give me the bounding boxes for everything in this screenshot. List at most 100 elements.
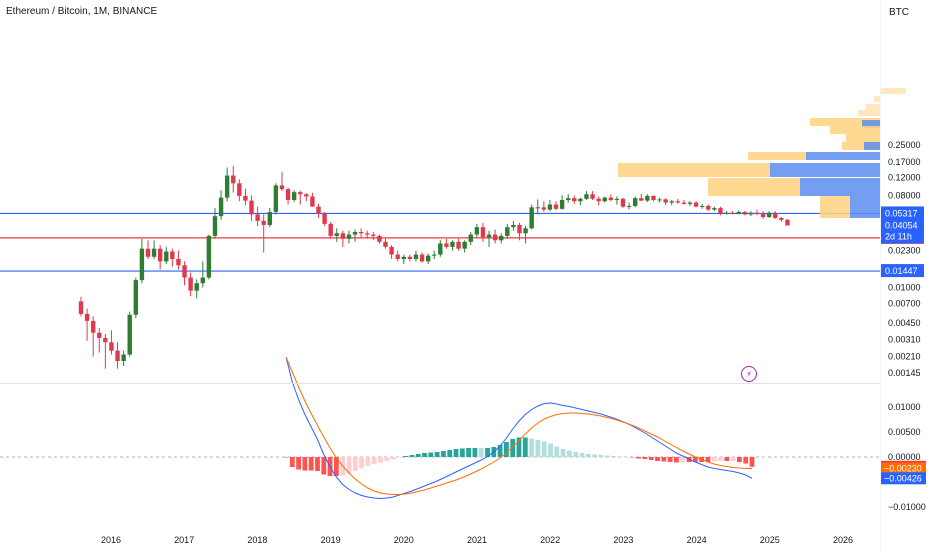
candle-body[interactable] (188, 277, 193, 291)
candle-body[interactable] (620, 198, 626, 207)
candle-body[interactable] (432, 254, 437, 256)
candle-body[interactable] (218, 197, 224, 217)
candle-body[interactable] (645, 195, 650, 201)
candle-body[interactable] (419, 254, 425, 262)
candle-body[interactable] (285, 189, 291, 201)
candle-body[interactable] (693, 202, 699, 207)
candle-body[interactable] (121, 354, 126, 362)
candle-body[interactable] (206, 235, 212, 278)
candle-body[interactable] (377, 235, 382, 242)
candle-body[interactable] (255, 214, 260, 221)
candle-body[interactable] (444, 243, 449, 247)
candle-body[interactable] (559, 200, 565, 209)
candle-body[interactable] (291, 192, 297, 201)
candle-body[interactable] (736, 211, 741, 214)
candle-body[interactable] (109, 342, 114, 351)
candle-body[interactable] (657, 199, 662, 201)
candle-body[interactable] (748, 212, 754, 215)
candle-body[interactable] (383, 241, 388, 247)
candle-body[interactable] (632, 198, 638, 206)
candle-body[interactable] (413, 254, 419, 260)
candle-body[interactable] (224, 175, 230, 198)
candle-body[interactable] (261, 220, 266, 225)
candle-body[interactable] (724, 212, 729, 214)
candle-body[interactable] (663, 199, 668, 203)
candle-body[interactable] (127, 314, 132, 355)
candle-body[interactable] (450, 241, 455, 247)
candle-body[interactable] (157, 248, 163, 262)
candle-body[interactable] (316, 206, 321, 214)
candle-body[interactable] (328, 223, 333, 236)
candle-body[interactable] (133, 280, 139, 315)
candle-body[interactable] (706, 205, 711, 210)
candle-body[interactable] (584, 194, 589, 199)
candle-body[interactable] (151, 248, 157, 257)
candle-body[interactable] (718, 208, 723, 214)
candle-body[interactable] (687, 202, 693, 204)
candle-body[interactable] (401, 256, 406, 260)
candle-body[interactable] (712, 208, 717, 210)
candle-body[interactable] (785, 219, 790, 226)
candle-body[interactable] (84, 313, 90, 321)
candle-body[interactable] (553, 204, 559, 209)
candle-body[interactable] (669, 201, 674, 203)
candle-body[interactable] (468, 234, 473, 242)
candle-body[interactable] (511, 224, 516, 228)
candle-body[interactable] (103, 337, 108, 343)
candle-body[interactable] (541, 207, 547, 210)
candle-body[interactable] (547, 204, 553, 210)
candle-body[interactable] (517, 224, 522, 234)
candle-body[interactable] (773, 212, 778, 218)
candle-body[interactable] (608, 197, 614, 201)
candle-body[interactable] (572, 198, 577, 202)
candle-body[interactable] (249, 200, 254, 215)
candle-body[interactable] (760, 213, 766, 218)
candle-body[interactable] (566, 198, 571, 201)
candle-body[interactable] (310, 196, 315, 207)
candle-body[interactable] (754, 212, 760, 214)
candle-body[interactable] (486, 234, 492, 238)
candle-body[interactable] (371, 234, 376, 236)
candle-body[interactable] (164, 251, 169, 262)
candle-body[interactable] (639, 198, 644, 201)
candle-body[interactable] (699, 205, 705, 207)
candle-body[interactable] (365, 233, 370, 235)
candle-body[interactable] (626, 205, 632, 207)
candle-body[interactable] (523, 228, 528, 234)
candle-body[interactable] (231, 175, 236, 184)
candle-body[interactable] (395, 254, 400, 260)
candle-body[interactable] (614, 198, 620, 201)
candle-body[interactable] (505, 227, 510, 236)
candle-body[interactable] (298, 192, 303, 195)
candle-body[interactable] (730, 212, 735, 214)
candle-body[interactable] (139, 248, 145, 281)
candle-body[interactable] (596, 198, 601, 202)
candle-body[interactable] (346, 234, 352, 239)
candle-body[interactable] (407, 256, 413, 260)
candle-body[interactable] (651, 195, 656, 201)
candle-body[interactable] (462, 241, 467, 249)
candle-body[interactable] (194, 283, 199, 291)
candle-body[interactable] (499, 235, 504, 241)
candle-body[interactable] (78, 301, 84, 314)
candle-body[interactable] (322, 213, 327, 224)
candle-body[interactable] (182, 265, 187, 278)
candle-body[interactable] (358, 231, 364, 234)
candle-body[interactable] (675, 201, 681, 203)
candle-body[interactable] (145, 248, 151, 257)
candle-body[interactable] (170, 251, 175, 260)
candle-body[interactable] (438, 243, 443, 255)
candle-body[interactable] (243, 195, 248, 201)
candle-body[interactable] (480, 227, 486, 238)
candle-body[interactable] (779, 217, 784, 220)
candle-body[interactable] (279, 185, 285, 190)
candle-body[interactable] (766, 212, 772, 218)
lightning-icon[interactable]: ⚡ (741, 366, 757, 382)
candle-body[interactable] (578, 198, 583, 202)
candle-body[interactable] (212, 216, 218, 236)
candle-body[interactable] (352, 231, 358, 235)
candle-body[interactable] (334, 233, 339, 236)
candle-body[interactable] (200, 277, 205, 284)
candle-body[interactable] (97, 332, 102, 338)
candle-body[interactable] (267, 211, 272, 225)
